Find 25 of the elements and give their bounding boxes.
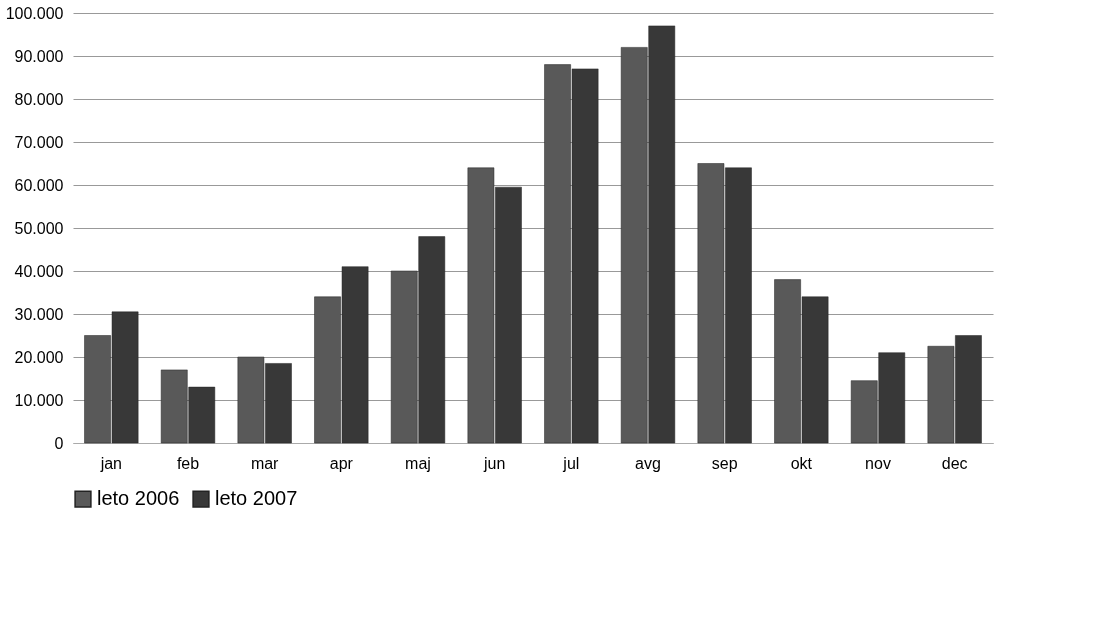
y-tick-label: 40.000 [14,262,64,280]
x-tick-label: okt [790,454,813,472]
x-tick-label: apr [329,454,354,472]
legend-label: leto 2006 [97,487,180,510]
y-tick-label: 70.000 [14,133,64,151]
x-tick-label: jun [482,454,506,472]
x-tick-label: avg [635,454,661,472]
x-tick-label: jan [99,454,123,472]
y-tick-label: 90.000 [14,47,64,65]
x-tick-label: sep [711,454,738,472]
y-tick-label: 0 [54,434,64,452]
y-tick-label: 20.000 [14,348,64,366]
x-tick-label: maj [405,454,431,472]
legend-label: leto 2007 [215,487,298,510]
x-tick-label: jul [562,454,580,472]
x-tick-label: feb [176,454,200,472]
y-tick-label: 50.000 [14,219,64,237]
y-tick-label: 10.000 [14,391,64,409]
y-tick-label: 100.000 [5,4,64,22]
y-tick-label: 30.000 [14,305,64,323]
y-tick-label: 80.000 [14,90,64,108]
x-tick-label: mar [250,454,280,472]
x-tick-label: nov [865,454,891,472]
y-tick-label: 60.000 [14,176,64,194]
x-tick-label: dec [941,454,968,472]
